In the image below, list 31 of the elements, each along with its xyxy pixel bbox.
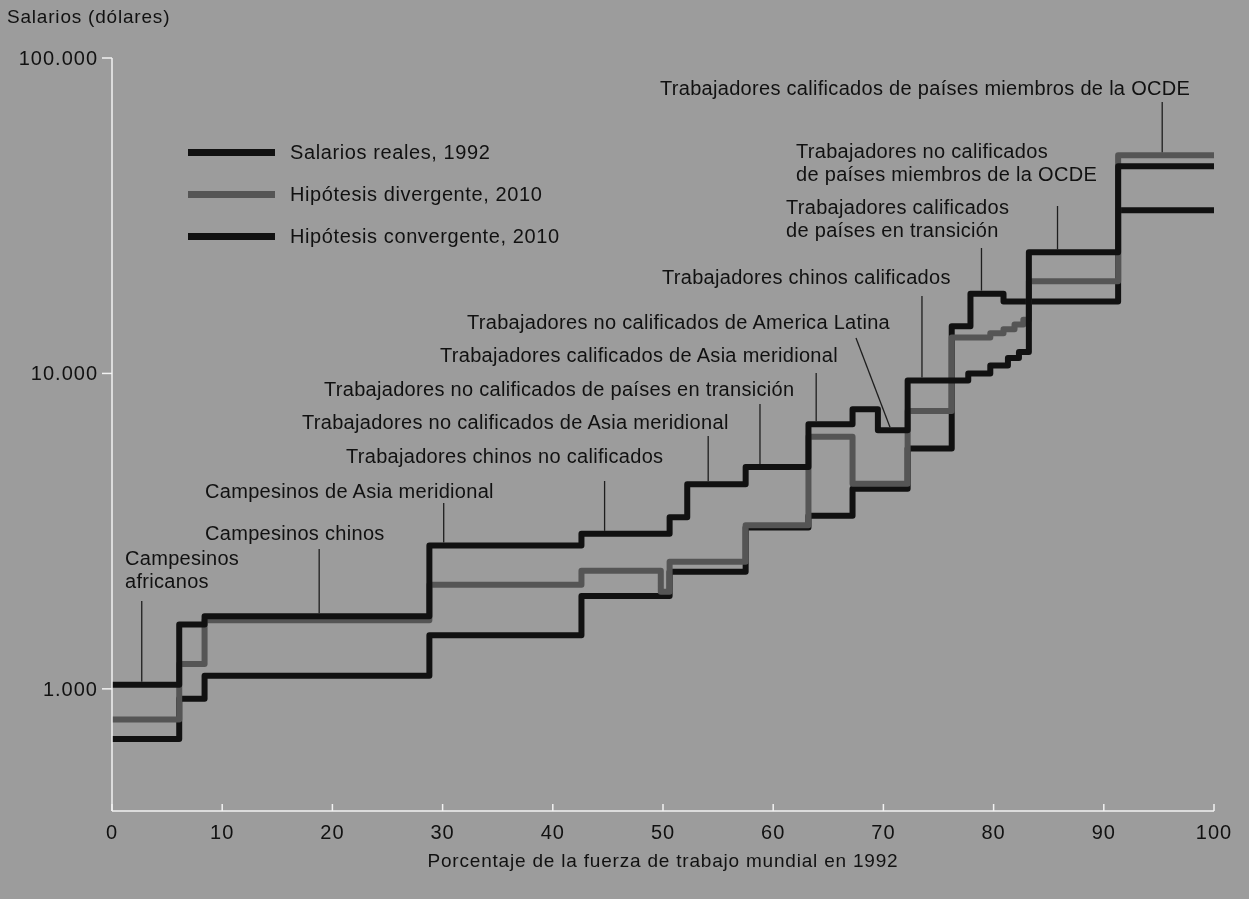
annotation: Trabajadores calificados de países en transición — [786, 196, 1010, 242]
x-tick-label: 60 — [761, 821, 786, 843]
x-tick-label: 20 — [320, 821, 345, 843]
annotation: Campesinos africanos — [125, 547, 240, 593]
x-tick-label: 0 — [105, 821, 119, 843]
annotation: Trabajadores chinos calificados — [662, 266, 951, 289]
x-tick-label: 10 — [210, 821, 235, 843]
annotation: Campesinos chinos — [205, 522, 385, 545]
x-tick-label: 100 — [1195, 821, 1233, 843]
y-tick-label: 10.000 — [30, 362, 98, 385]
y-tick-label: 1.000 — [42, 677, 98, 700]
x-tick-label: 50 — [650, 821, 676, 843]
annotation: Trabajadores no calificados de Asia meridional — [302, 411, 729, 434]
x-tick-label: 90 — [1091, 821, 1116, 843]
annotation: Trabajadores no calificados de países en transición — [324, 378, 795, 401]
annotation: Trabajadores calificados de países miembros de la OCDE — [660, 77, 1191, 100]
x-tick-label: 70 — [871, 821, 896, 843]
x-tick-label: 80 — [981, 821, 1006, 843]
legend-label: Hipótesis divergente, 2010 — [290, 182, 543, 206]
y-axis-title: Salarios (dólares) — [7, 6, 171, 28]
x-tick-label: 40 — [540, 821, 565, 843]
x-tick-label: 30 — [430, 821, 455, 843]
annotation: Trabajadores calificados de Asia meridional — [440, 344, 838, 367]
y-tick-label: 100.000 — [18, 47, 98, 69]
annotation: Trabajadores no calificados de America Latina — [467, 311, 890, 334]
x-axis-title: Porcentaje de la fuerza de trabajo mundial en 1992 — [426, 850, 900, 872]
legend-label: Salarios reales, 1992 — [290, 140, 491, 164]
annotation: Campesinos de Asia meridional — [205, 480, 494, 503]
annotation: Trabajadores chinos no calificados — [346, 445, 664, 468]
annotation: Trabajadores no calificados de países miembros de la OCDE — [796, 140, 1098, 186]
legend-label: Hipótesis convergente, 2010 — [290, 224, 560, 248]
